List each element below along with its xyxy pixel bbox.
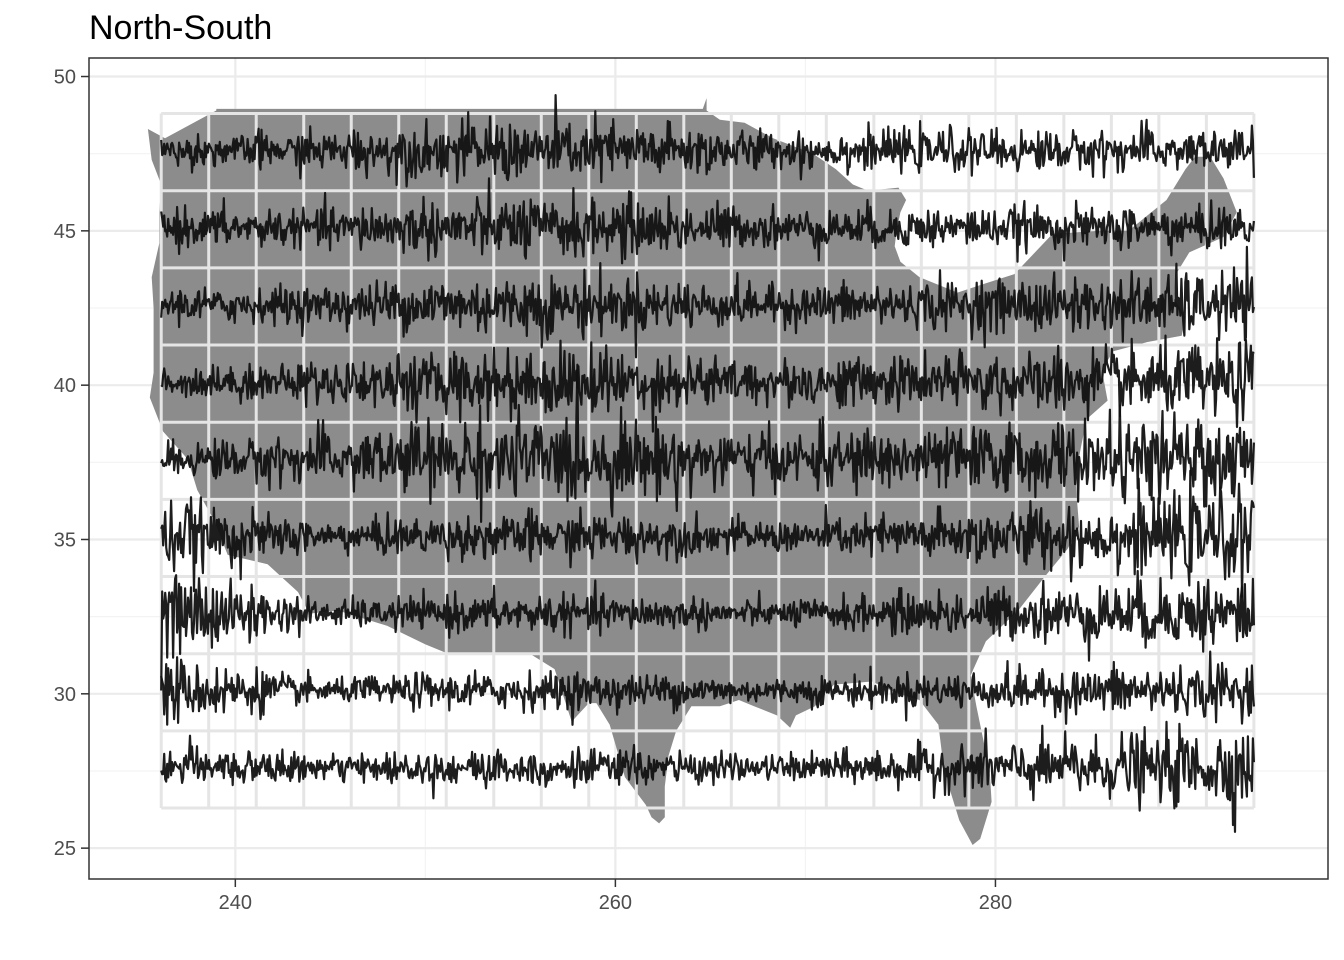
series-line-7 <box>160 245 1255 359</box>
series-line-8 <box>160 177 1255 265</box>
series-layer <box>160 93 1255 834</box>
chart-title: North-South <box>89 9 272 47</box>
series-line-3 <box>160 569 1255 691</box>
series-line-2 <box>160 650 1255 726</box>
x-tick-label: 280 <box>979 892 1012 914</box>
axes: 25 30 35 40 45 50 240 260 280 <box>54 67 1012 914</box>
x-tick-label: 240 <box>219 892 252 914</box>
x-tick-label: 260 <box>599 892 632 914</box>
y-tick-label: 35 <box>54 529 76 551</box>
series-line-4 <box>160 469 1255 599</box>
series-line-9 <box>160 93 1255 188</box>
y-tick-label: 45 <box>54 221 76 243</box>
usa-northern-border-strip <box>216 98 707 119</box>
series-line-5 <box>160 363 1255 524</box>
y-tick-label: 50 <box>54 67 76 89</box>
y-tick-label: 40 <box>54 375 76 397</box>
y-tick-label: 25 <box>54 838 76 860</box>
panel-border <box>88 57 1329 880</box>
y-tick-label: 30 <box>54 684 76 706</box>
series-line-1 <box>160 720 1255 834</box>
series-line-6 <box>160 334 1255 433</box>
